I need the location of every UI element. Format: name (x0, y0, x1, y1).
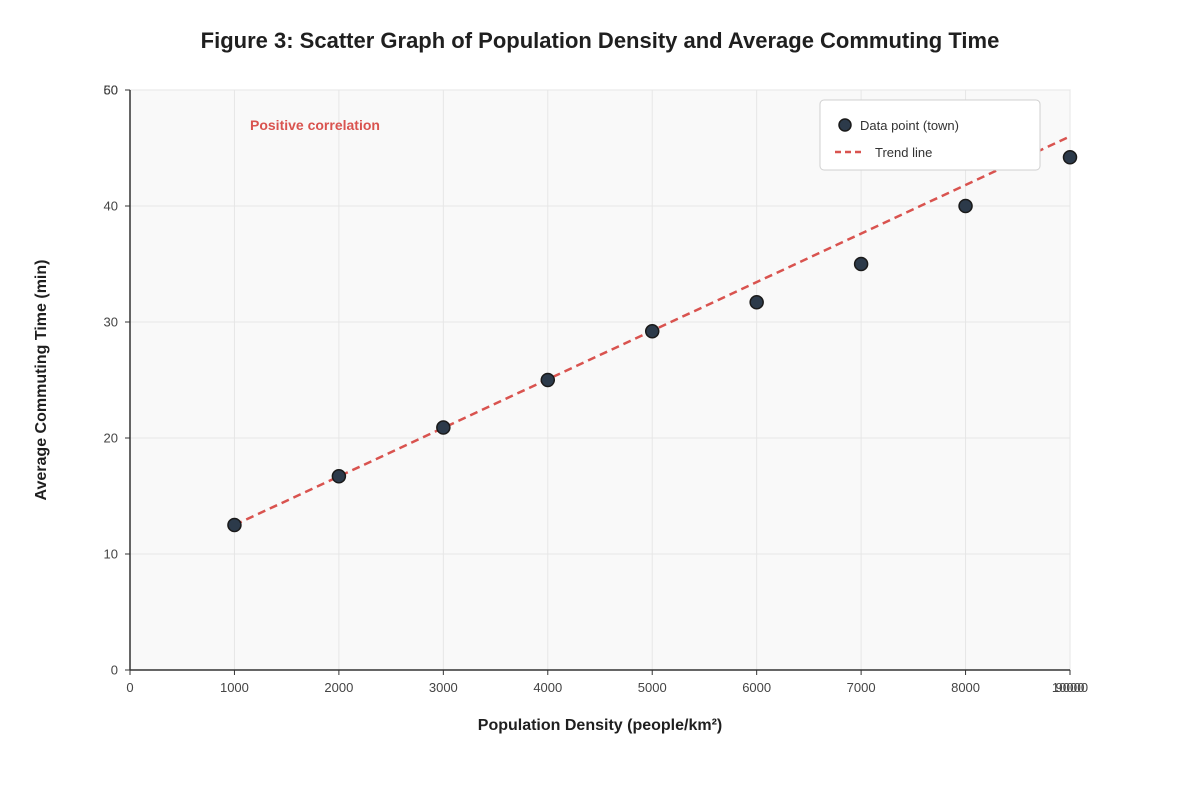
axes (129, 90, 1070, 671)
x-axis-label: Population Density (people/km²) (478, 717, 722, 734)
x-tick-label: 3000 (429, 680, 458, 695)
y-axis-label: Average Commuting Time (min) (33, 260, 50, 501)
data-point (436, 420, 451, 435)
x-tick-label: 2000 (324, 680, 353, 695)
legend-label-trend: Trend line (875, 145, 932, 160)
y-tick-label: 10 (104, 547, 118, 562)
data-point (749, 295, 764, 310)
data-point (227, 517, 242, 533)
x-tick-label: 7000 (847, 680, 876, 695)
y-tick-label: 40 (104, 199, 118, 214)
chart-title: Figure 3: Scatter Graph of Population De… (200, 28, 1000, 53)
y-tick-label: 60 (104, 83, 118, 98)
x-tick-label: 0 (126, 680, 133, 695)
y-tick-label: 0 (111, 663, 118, 678)
y-tick-label: 30 (104, 315, 118, 330)
data-points (227, 150, 1078, 533)
x-tick-label: 10000 (1052, 680, 1088, 695)
x-tick-label: 8000 (951, 680, 980, 695)
x-tick-label: 1000 (220, 680, 249, 695)
grid-lines (129, 89, 1071, 671)
data-point (1062, 150, 1078, 165)
data-point (540, 372, 556, 388)
legend-marker-point (838, 118, 852, 132)
x-axis-ticks: 0 1000 2000 3000 4000 5000 6000 7000 8000 9000100… (126, 670, 1088, 695)
plot-area (129, 89, 1071, 671)
x-tick-label: 5000 (638, 680, 667, 695)
x-tick-label: 9000 (1056, 680, 1085, 695)
data-point (958, 198, 973, 214)
x-tick-label: 4000 (533, 680, 562, 695)
legend-label-data-point: Data point (town) (860, 118, 959, 133)
y-tick-label: 50 (104, 83, 118, 98)
legend: Data point (town) Trend line (819, 99, 1041, 171)
data-point (853, 256, 869, 272)
legend-box (819, 99, 1041, 171)
x-tick-label: 6000 (742, 680, 771, 695)
data-point (331, 469, 347, 484)
y-tick-label: 20 (104, 431, 118, 446)
annotation-positive-correlation: Positive correlation (250, 117, 380, 133)
data-point (644, 324, 660, 339)
